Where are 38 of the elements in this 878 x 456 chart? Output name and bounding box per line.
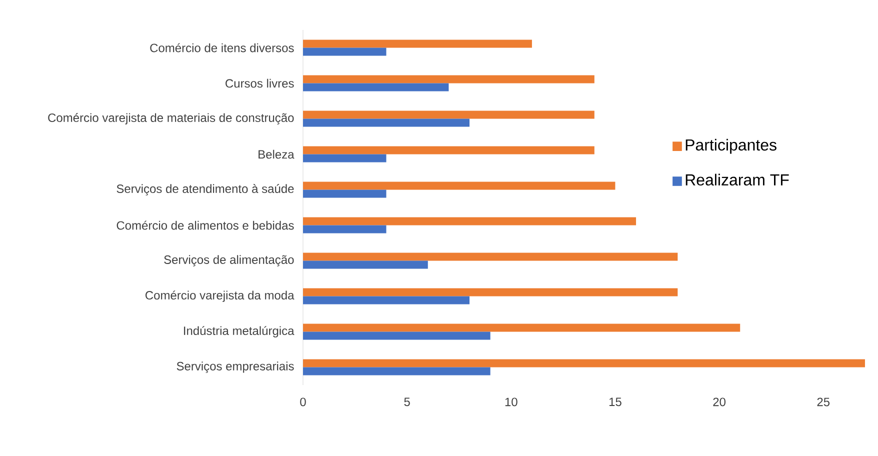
bar <box>303 182 616 190</box>
y-tick-label: Comércio de alimentos e bebidas <box>116 220 294 230</box>
y-tick-label: Comércio varejista da moda <box>146 290 294 302</box>
legend-label: Realizaram TF <box>686 174 789 186</box>
bar <box>303 217 636 226</box>
bar <box>303 324 740 332</box>
bar <box>303 118 470 127</box>
bar <box>303 40 532 48</box>
bar <box>303 146 594 154</box>
bar <box>303 359 865 368</box>
legend-label: Participantes <box>686 138 776 154</box>
bar <box>303 48 386 56</box>
bar <box>303 75 594 84</box>
y-tick-label: Serviços de alimentação <box>164 255 294 266</box>
x-tick-label: 0 <box>300 398 306 406</box>
bar <box>303 367 490 376</box>
bar <box>303 225 386 234</box>
y-tick-label: Comércio de itens diversos <box>150 43 294 52</box>
y-tick-label: Serviços de atendimento à saúde <box>116 184 294 196</box>
x-tick-label: 15 <box>609 398 622 406</box>
y-tick-label: Indústria metalúrgica <box>184 326 294 338</box>
bar <box>303 260 428 269</box>
y-tick-label: Serviços empresariais <box>176 362 294 373</box>
y-tick-label: Beleza <box>258 150 294 159</box>
bar <box>303 190 386 198</box>
bar <box>303 288 678 296</box>
x-tick-label: 25 <box>817 398 830 406</box>
y-tick-label: Cursos livres <box>226 78 294 88</box>
x-tick-label: 5 <box>404 398 410 406</box>
bar <box>303 296 470 304</box>
y-tick-label: Comércio varejista de materiais de construção <box>48 113 294 124</box>
bar <box>303 154 386 162</box>
bar <box>303 252 678 261</box>
bar <box>303 332 490 340</box>
bar <box>303 110 594 119</box>
bar <box>303 83 449 92</box>
x-tick-label: 20 <box>713 398 726 406</box>
x-tick-label: 10 <box>505 398 518 406</box>
